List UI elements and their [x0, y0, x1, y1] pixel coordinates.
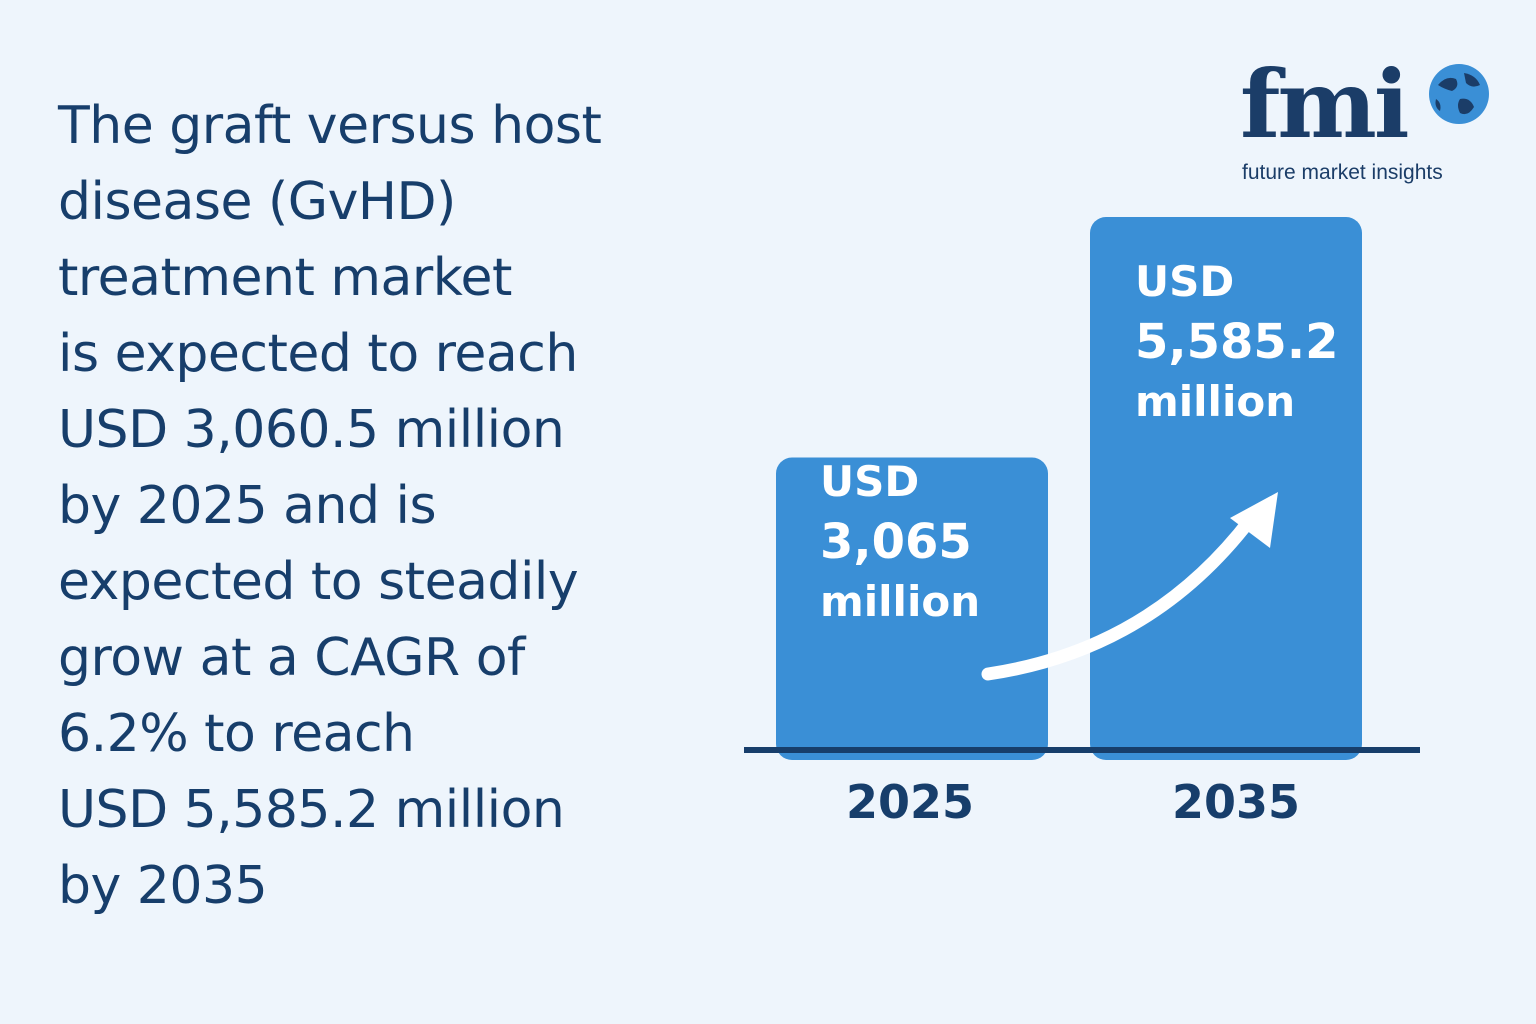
bar-value-label-2035: USD 5,585.2 million — [1135, 252, 1338, 432]
x-tick-label: 2035 — [1171, 775, 1301, 829]
headline-line: 6.2% to reach — [58, 704, 415, 764]
bar-chart: USD 3,065 million USD 5,585.2 million 20… — [730, 200, 1430, 850]
fmi-logo: fmi future market insights — [1240, 55, 1500, 195]
logo-tagline: future market insights — [1242, 161, 1443, 184]
headline-line: USD 3,060.5 million — [58, 400, 565, 460]
bar-value-amount: 5,585.2 — [1135, 314, 1339, 370]
headline-line: by 2035 — [58, 856, 268, 916]
bar-value-amount: 3,065 — [820, 514, 972, 570]
headline-line: expected to steadily — [58, 552, 579, 612]
bar-value-unit: million — [1135, 377, 1296, 426]
x-tick-label: 2025 — [845, 775, 975, 829]
growth-arrow-shaft — [981, 513, 1257, 681]
headline-line: treatment market — [58, 248, 512, 308]
bar-2035 — [1090, 217, 1362, 760]
bar-value-currency: USD — [1135, 257, 1235, 306]
bar-2025 — [776, 457, 1048, 760]
bar-value-label-2025: USD 3,065 million — [820, 452, 980, 632]
chart-canvas — [744, 217, 1420, 760]
bar-value-unit: million — [820, 577, 981, 626]
headline-line: grow at a CAGR of — [58, 628, 525, 688]
headline-line: USD 5,585.2 million — [58, 780, 565, 840]
x-axis-baseline — [744, 747, 1420, 753]
headline: The graft versus host disease (GvHD) tre… — [58, 88, 698, 924]
headline-line: The graft versus host — [58, 96, 602, 156]
headline-line: disease (GvHD) — [58, 172, 456, 232]
growth-arrow-head — [1230, 492, 1278, 548]
headline-line: by 2025 and is — [58, 476, 437, 536]
bar-value-currency: USD — [820, 457, 920, 506]
headline-line: is expected to reach — [58, 324, 578, 384]
logo-wordmark: fmi — [1240, 50, 1410, 160]
globe-icon — [1429, 64, 1489, 124]
